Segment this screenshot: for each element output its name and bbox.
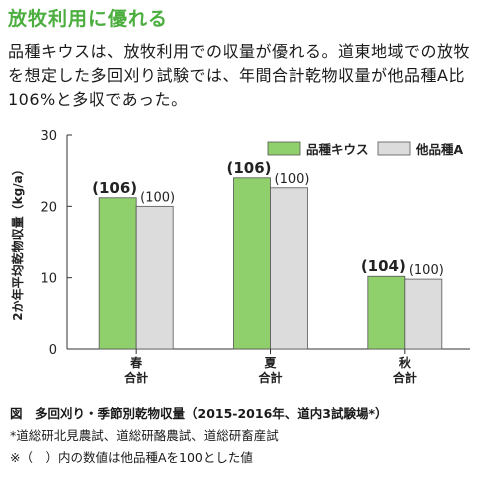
intro-text: 品種キウスは、放牧利用での収量が優れる。道東地域での放牧を想定した多回刈り試験で… — [8, 42, 471, 109]
y-tick-label: 30 — [40, 129, 57, 144]
bar-other-a — [135, 205, 174, 350]
figure-caption: 図 多回刈り・季節別乾物収量（2015-2016年、道内3試験場*） — [10, 406, 388, 421]
footnote-index: ※（ ）内の数値は他品種Aを100とした値 — [10, 450, 253, 465]
y-tick-label: 20 — [40, 200, 57, 215]
legend-label-kiusu: 品種キウス — [306, 142, 369, 157]
data-label: (100) — [140, 190, 175, 205]
data-label: (100) — [409, 263, 444, 278]
page-title: 放牧利用に優れる — [8, 8, 169, 30]
y-tick-label: 10 — [40, 272, 57, 287]
bar-kiusu — [98, 197, 137, 350]
footnote-sites: *道総研北見農試、道総研酪農試、道総研畜産試 — [10, 428, 279, 443]
bar-kiusu — [233, 177, 271, 350]
bar-other-a — [404, 278, 443, 350]
bar-other-a — [270, 187, 308, 350]
data-label: (106) — [226, 159, 271, 177]
x-tick-label: 合計 — [393, 370, 417, 385]
y-axis-label: 2か年平均乾物収量（kg/a） — [10, 163, 25, 320]
x-tick-label: 秋 — [399, 355, 412, 370]
legend-swatch-other-a — [377, 141, 411, 156]
legend-label-other-a: 他品種A — [415, 142, 464, 157]
legend-swatch-kiusu — [267, 141, 301, 156]
x-tick-label: 夏 — [264, 356, 277, 370]
data-label: (106) — [92, 179, 137, 197]
x-tick-label: 合計 — [124, 370, 148, 385]
data-label: (100) — [275, 172, 310, 187]
data-label: (104) — [361, 257, 406, 275]
x-tick-label: 合計 — [258, 370, 282, 385]
bar-kiusu — [367, 275, 406, 350]
x-tick-label: 春 — [129, 355, 143, 370]
y-tick-label: 0 — [49, 343, 57, 358]
